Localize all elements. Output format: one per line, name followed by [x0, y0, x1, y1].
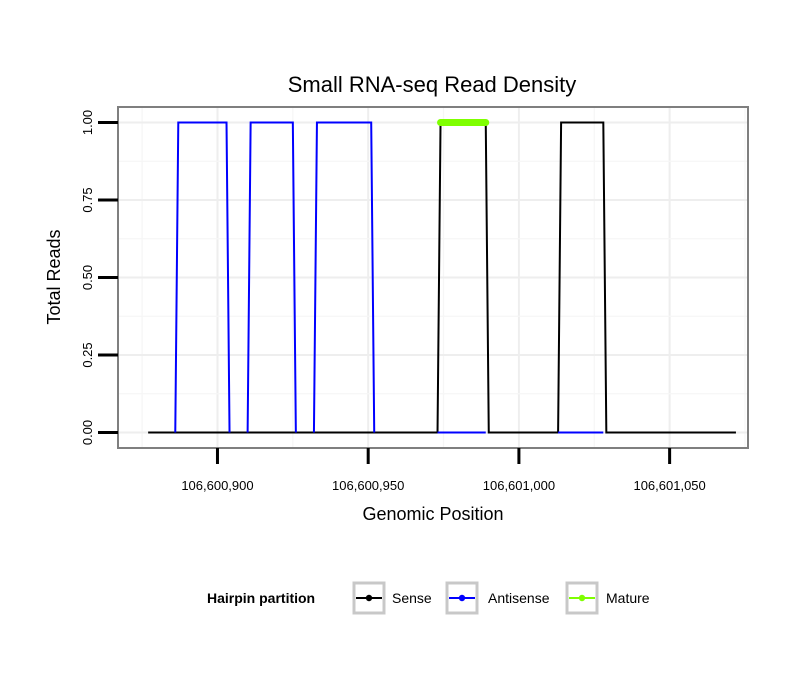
legend-label-antisense: Antisense: [488, 590, 550, 606]
legend-title: Hairpin partition: [207, 590, 315, 606]
y-tick-label: 0.00: [80, 420, 95, 445]
x-axis-title: Genomic Position: [362, 504, 503, 524]
legend-key-point-antisense: [458, 594, 466, 602]
legend-key-point-mature: [578, 594, 586, 602]
chart-title: Small RNA-seq Read Density: [288, 72, 577, 97]
x-tick-label: 106,601,000: [483, 478, 555, 493]
series-antisense-line: [246, 121, 297, 433]
y-axis: 0.00 0.25 0.50 0.75 1.00: [80, 110, 118, 445]
series-antisense-line: [174, 121, 231, 433]
series-sense-line: [148, 121, 736, 434]
series-antisense-line: [312, 121, 376, 433]
legend-label-sense: Sense: [392, 590, 432, 606]
y-axis-title: Total Reads: [44, 229, 64, 324]
legend-key-point-sense: [365, 594, 373, 602]
legend-label-mature: Mature: [606, 590, 650, 606]
x-axis: 106,600,900 106,600,950 106,601,000 106,601…: [181, 448, 706, 493]
series-layer: [148, 119, 736, 434]
y-tick-label: 0.50: [80, 265, 95, 290]
y-tick-label: 0.75: [80, 187, 95, 212]
x-tick-label: 106,601,050: [633, 478, 705, 493]
x-tick-label: 106,600,950: [332, 478, 404, 493]
x-tick-label: 106,600,900: [181, 478, 253, 493]
y-tick-label: 1.00: [80, 110, 95, 135]
y-tick-label: 0.25: [80, 342, 95, 367]
legend: Hairpin partition Sense Antisense Mature: [207, 581, 650, 615]
